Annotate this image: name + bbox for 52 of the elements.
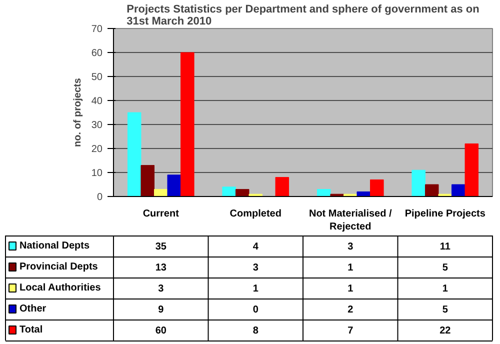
y-tick-label: 40: [91, 96, 103, 107]
bar: [275, 177, 290, 196]
x-tick-label: Completed: [230, 208, 282, 220]
y-tick-label: 70: [91, 24, 103, 35]
data-label: 5: [442, 304, 448, 316]
bar: [424, 184, 439, 196]
bar: [452, 184, 466, 196]
data-label: 4: [252, 242, 259, 252]
x-tick-label: Not Materialised / Rejected: [308, 208, 392, 233]
data-label: 60: [155, 326, 167, 336]
data-label: 13: [155, 262, 167, 274]
bar: [140, 165, 154, 196]
data-label: 3: [348, 242, 354, 252]
data-label: 1: [348, 284, 354, 294]
data-label: 8: [252, 326, 259, 336]
data-label: 35: [155, 242, 167, 252]
bar: [180, 52, 194, 196]
y-tick-label: 60: [91, 48, 103, 59]
x-tick-label: Pipeline Projects: [404, 208, 486, 220]
data-label: 3: [252, 262, 259, 274]
y-tick-label: 30: [91, 120, 103, 131]
data-label: 1: [252, 284, 259, 294]
data-label: 5: [442, 262, 448, 274]
bar: [370, 179, 384, 196]
data-label: 9: [158, 304, 164, 316]
y-tick-label: 50: [91, 72, 103, 83]
data-label: 22: [440, 326, 452, 336]
data-label: 7: [348, 326, 354, 336]
y-tick-label: 20: [91, 144, 103, 155]
legend-label: Provincial Depts: [20, 262, 98, 272]
x-tick-label: Current: [142, 208, 180, 220]
bar: [167, 174, 182, 196]
bar: [464, 143, 479, 196]
data-label: 1: [442, 284, 448, 294]
bar: [412, 170, 426, 196]
data-label: 2: [348, 304, 354, 316]
y-tick-label: 10: [91, 168, 103, 179]
bar: [316, 189, 331, 196]
data-label: 0: [252, 304, 259, 316]
legend-label: National Depts: [20, 240, 90, 252]
legend-label: Total: [20, 324, 43, 336]
bar: [235, 189, 250, 196]
y-axis-title: no. of projects: [72, 78, 84, 147]
bar: [127, 112, 142, 196]
chart-title: Projects Statistics per Department and sphere of government as on 31st March 2010: [126, 4, 480, 28]
data-label: 11: [440, 242, 451, 252]
data-label: 3: [158, 284, 164, 294]
bar: [222, 186, 236, 196]
legend-label: Other: [20, 304, 46, 314]
data-label: 1: [348, 262, 354, 274]
y-tick-label: 0: [96, 192, 103, 203]
legend-label: Local Authorities: [20, 282, 102, 294]
